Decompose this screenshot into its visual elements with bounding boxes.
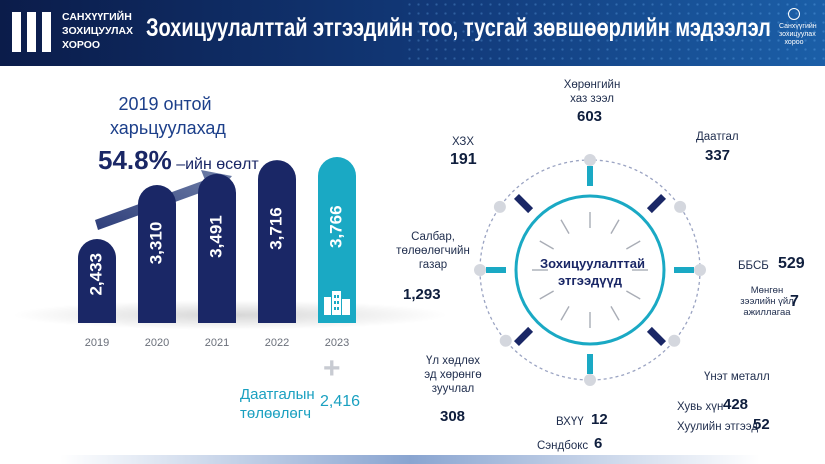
wheel-center-line2: этгээдүүд [558, 273, 622, 288]
value-branch: 1,293 [403, 286, 441, 303]
bar-value-label: 2,433 [86, 253, 105, 296]
value-real-estate: 308 [440, 408, 466, 425]
header-banner: САНХҮҮГИЙН ЗОХИЦУУЛАХ ХОРОО Зохицуулалтт… [0, 0, 825, 66]
page-title: Зохицуулалттай этгээдийн тоо, тусгай зөв… [146, 14, 771, 42]
org-name: САНХҮҮГИЙН ЗОХИЦУУЛАХ ХОРОО [62, 10, 142, 52]
inner-teal-ring [514, 194, 666, 346]
value-money-lending: 7 [790, 293, 799, 310]
wheel-center-label: Зохицуулалттай этгээдүүд [540, 255, 645, 289]
label-vasp: ВХҮҮ [556, 416, 584, 428]
bar-value-label: 3,491 [206, 215, 225, 258]
footer-bar [60, 455, 760, 464]
label-legal-entity: Хуулийн этгээд [677, 421, 759, 433]
bar-2023 [318, 157, 356, 323]
bar-2021 [198, 173, 236, 323]
x-tick-label: 2019 [85, 337, 109, 349]
agent-label-line2: төлөөлөгч [240, 405, 312, 422]
value-sccu: 191 [450, 151, 477, 168]
value-nbfi: 529 [778, 255, 805, 272]
bar-2020 [138, 185, 176, 323]
label-sccu: ХЗХ [452, 136, 475, 148]
value-individual: 428 [723, 396, 749, 413]
org-name-line1: САНХҮҮГИЙН [62, 11, 132, 23]
bar-2022 [258, 160, 296, 323]
label-real-estate: Үл хөдлөх эд хөрөнгө зуучлал [424, 355, 482, 395]
value-legal-entity: 52 [753, 416, 770, 433]
value-sandbox: 6 [594, 435, 603, 452]
label-insurance: Даатгал [696, 131, 739, 143]
x-tick-label: 2020 [145, 337, 169, 349]
emblem-text: Санхүүгийн зохицуулах хороо [779, 23, 817, 46]
value-insurance: 337 [705, 147, 731, 164]
label-individual: Хувь хүн [677, 401, 724, 413]
label-securities: Хөрөнгийн хаз зээл [563, 79, 621, 105]
value-vasp: 12 [591, 411, 608, 428]
outer-spokes [486, 166, 694, 374]
growth-suffix: –ийн өсөлт [176, 156, 259, 173]
bar-value-label: 3,716 [266, 207, 285, 250]
buildings-icon [324, 291, 350, 315]
label-sandbox: Сэндбокс [537, 440, 589, 452]
bar-value-label: 3,766 [326, 205, 345, 248]
agent-label-line1: Даатгалын [240, 386, 315, 403]
wheel-center-line1: Зохицуулалттай [540, 256, 645, 271]
growth-line2: харьцуулахад [110, 118, 226, 138]
inner-ticks [532, 212, 648, 328]
growth-caption: 2019 онтой харьцуулахад [110, 92, 226, 140]
bar-value-label: 3,310 [146, 222, 165, 265]
emblem-icon [788, 8, 800, 20]
ring-marker-dots [474, 154, 706, 386]
label-nbfi: ББСБ [738, 260, 769, 272]
org-name-line3: ХОРОО [62, 39, 101, 51]
agent-value: 2,416 [320, 393, 361, 410]
org-name-line2: ЗОХИЦУУЛАХ [62, 25, 134, 37]
logo-icon [12, 12, 56, 52]
x-tick-label: 2022 [265, 337, 289, 349]
growth-stat: 54.8% –ийн өсөлт [98, 145, 259, 176]
label-money-lending: Мөнгөн зээлийн үйл ажиллагаа [740, 285, 794, 318]
agent-label: Даатгалын төлөөлөгч [240, 385, 315, 423]
bar-2019 [78, 239, 116, 323]
header-dot-pattern [405, 0, 825, 66]
label-branch: Салбар, төлөөлөгчийн газар [396, 231, 470, 271]
growth-line1: 2019 онтой [118, 94, 212, 114]
growth-percent: 54.8% [98, 145, 172, 175]
plus-icon: + [323, 352, 341, 385]
emblem-logo: Санхүүгийн зохицуулах хороо [779, 8, 817, 58]
label-precious-metal: Үнэт металл [704, 371, 770, 383]
value-securities: 603 [577, 108, 603, 125]
x-tick-label: 2021 [205, 337, 229, 349]
x-tick-label: 2023 [325, 337, 349, 349]
